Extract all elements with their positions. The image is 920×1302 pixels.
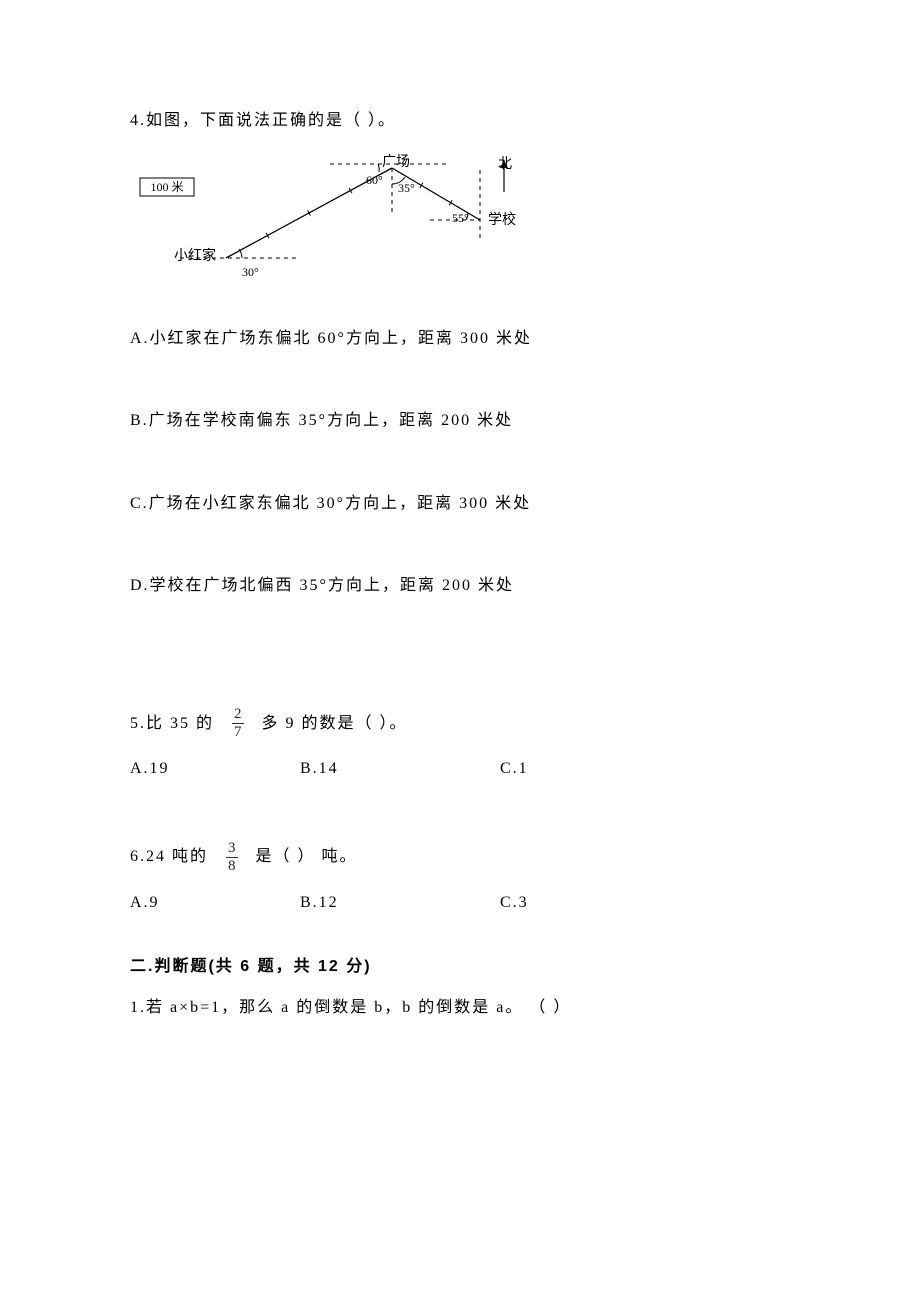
q5-choices: A.19 B.14 C.1 bbox=[130, 758, 790, 780]
exam-page: 4.如图，下面说法正确的是（ ）。 100 米 广场 北学校小红家 60° 35° 55°… bbox=[0, 0, 920, 1097]
q5-fraction: 2 7 bbox=[232, 707, 244, 740]
svg-text:广场: 广场 bbox=[382, 154, 410, 170]
svg-text:小红家: 小红家 bbox=[174, 247, 216, 264]
q6-fraction: 3 8 bbox=[226, 841, 238, 874]
q5-fraction-num: 2 bbox=[232, 707, 244, 723]
svg-text:北: 北 bbox=[498, 156, 512, 172]
svg-text:35°: 35° bbox=[398, 181, 415, 195]
q5-choice-c: C.1 bbox=[500, 758, 620, 780]
q4-option-a: A.小红家在广场东偏北 60°方向上，距离 300 米处 bbox=[130, 328, 790, 350]
q6-post: 是（ ） 吨。 bbox=[256, 846, 358, 868]
section2-title: 二.判断题(共 6 题，共 12 分) bbox=[130, 956, 790, 978]
svg-text:学校: 学校 bbox=[488, 211, 516, 228]
section2-q1: 1.若 a×b=1，那么 a 的倒数是 b，b 的倒数是 a。 （ ） bbox=[130, 997, 790, 1019]
q6-choice-c: C.3 bbox=[500, 892, 620, 914]
q4-diagram: 100 米 广场 北学校小红家 60° 35° 55° 30° bbox=[130, 150, 790, 297]
q5-post: 多 9 的数是（ ）。 bbox=[262, 713, 408, 735]
q4-option-d: D.学校在广场北偏西 35°方向上，距离 200 米处 bbox=[130, 575, 790, 597]
q6-choices: A.9 B.12 C.3 bbox=[130, 892, 790, 914]
q6-choice-a: A.9 bbox=[130, 892, 300, 914]
svg-text:55°: 55° bbox=[452, 211, 469, 225]
q5-choice-a: A.19 bbox=[130, 758, 300, 780]
q4-option-b: B.广场在学校南偏东 35°方向上，距离 200 米处 bbox=[130, 410, 790, 432]
q6-fraction-den: 8 bbox=[226, 857, 238, 874]
spacer bbox=[130, 823, 790, 841]
q5-stem: 5.比 35 的 2 7 多 9 的数是（ ）。 bbox=[130, 707, 790, 740]
q6-fraction-num: 3 bbox=[226, 841, 238, 857]
q6-stem: 6.24 吨的 3 8 是（ ） 吨。 bbox=[130, 841, 790, 874]
q6-choice-b: B.12 bbox=[300, 892, 500, 914]
q5-choice-b: B.14 bbox=[300, 758, 500, 780]
q4-diagram-svg: 100 米 广场 北学校小红家 60° 35° 55° 30° bbox=[130, 150, 530, 290]
q5-fraction-den: 7 bbox=[232, 723, 244, 740]
svg-text:60°: 60° bbox=[366, 173, 383, 187]
q6-pre: 6.24 吨的 bbox=[130, 846, 208, 868]
svg-text:30°: 30° bbox=[242, 265, 259, 279]
q4-option-c: C.广场在小红家东偏北 30°方向上，距离 300 米处 bbox=[130, 493, 790, 515]
q4-stem: 4.如图，下面说法正确的是（ ）。 bbox=[130, 110, 790, 132]
svg-text:100 米: 100 米 bbox=[150, 180, 183, 194]
q5-pre: 5.比 35 的 bbox=[130, 713, 214, 735]
